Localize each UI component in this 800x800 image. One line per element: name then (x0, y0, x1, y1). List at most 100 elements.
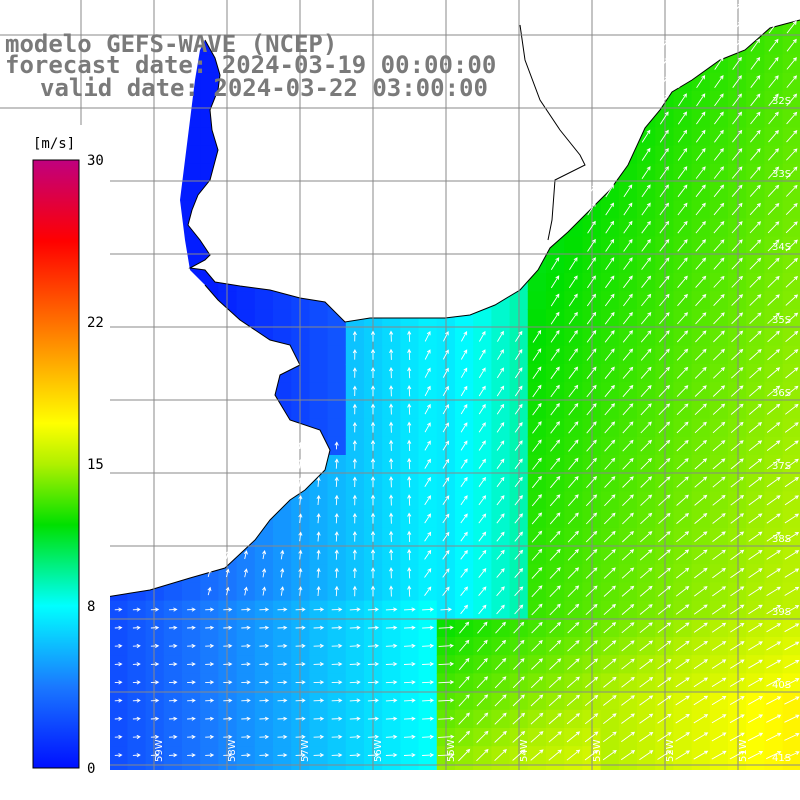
field-cell (618, 182, 638, 201)
wind-arrow (587, 257, 596, 270)
wind-arrow (407, 385, 412, 397)
wind-arrow (514, 604, 524, 615)
wind-arrow (241, 680, 251, 685)
wind-arrow (316, 458, 321, 469)
wind-arrow (711, 696, 727, 706)
field-cell (600, 273, 620, 292)
field-cell (764, 764, 784, 770)
wind-arrow (223, 698, 233, 703)
field-cell (691, 655, 711, 674)
field-cell (491, 327, 511, 347)
wind-arrow (494, 676, 507, 689)
field-cell (418, 527, 438, 547)
wind-arrow (569, 257, 578, 270)
field-cell (709, 455, 729, 474)
wind-arrow (785, 203, 798, 216)
wind-arrow (659, 275, 670, 288)
wind-arrow (768, 2, 779, 16)
wind-arrow (349, 661, 361, 667)
field-cell (473, 327, 492, 347)
field-cell (728, 582, 747, 602)
field-cell (491, 546, 511, 565)
field-cell (182, 145, 201, 165)
field-cell (673, 91, 693, 110)
wind-arrow (187, 753, 196, 758)
wind-arrow (515, 330, 523, 342)
wind-arrow (675, 622, 690, 633)
wind-arrow (205, 698, 215, 703)
field-cell (691, 618, 711, 638)
wind-arrow (713, 239, 725, 252)
wind-arrow (566, 676, 580, 688)
wind-arrow (496, 476, 505, 488)
wind-arrow (168, 625, 178, 630)
wind-arrow (531, 548, 543, 561)
field-cell (673, 455, 693, 474)
wind-arrow (714, 20, 724, 34)
wind-arrow (712, 440, 726, 452)
field-cell (728, 327, 747, 347)
field-cell (618, 764, 638, 770)
field-cell (491, 491, 511, 511)
wind-arrow (766, 714, 782, 723)
field-cell (564, 600, 583, 620)
wind-arrow (223, 643, 233, 648)
wind-arrow (766, 641, 782, 651)
wind-arrow (150, 662, 160, 667)
wind-arrow (334, 494, 339, 506)
field-cell (691, 746, 711, 765)
wind-arrow (389, 457, 394, 470)
wind-arrow (676, 512, 690, 524)
field-cell (618, 291, 638, 310)
wind-arrow (696, 111, 706, 125)
field-cell (764, 109, 784, 128)
field-cell (673, 345, 693, 365)
wind-arrow (658, 476, 671, 488)
wind-arrow (731, 294, 744, 306)
field-cell (145, 764, 165, 770)
wind-arrow (168, 680, 178, 685)
field-cell (491, 582, 511, 602)
wind-arrow (712, 494, 726, 506)
wind-arrow (114, 625, 123, 630)
wind-arrow (768, 111, 779, 125)
field-cell (691, 491, 711, 511)
wind-arrow (750, 93, 761, 107)
wind-arrow (532, 439, 542, 452)
wind-arrow (660, 38, 669, 52)
wind-arrow (531, 585, 543, 598)
field-cell (691, 455, 711, 474)
wind-arrow (766, 476, 781, 488)
wind-arrow (460, 349, 468, 360)
field-cell (637, 455, 656, 474)
wind-arrow (587, 238, 596, 252)
wind-arrow (676, 385, 689, 397)
wind-arrow (259, 734, 270, 739)
wind-arrow (767, 349, 781, 361)
wind-arrow (331, 734, 343, 739)
wind-arrow (532, 457, 542, 470)
field-cell (418, 436, 438, 456)
wind-arrow (767, 184, 780, 197)
coastline (0, 19, 800, 615)
wind-arrow (603, 567, 616, 579)
wind-arrow (604, 366, 615, 379)
wind-arrow (603, 530, 616, 543)
wind-arrow (658, 531, 671, 543)
field-cell (728, 54, 747, 74)
field-cell (291, 764, 310, 770)
wind-arrow (677, 202, 688, 216)
wind-arrow (603, 676, 617, 688)
wind-arrow (476, 658, 488, 671)
wind-arrow (749, 330, 762, 343)
wind-arrow (768, 56, 779, 70)
field-cell (327, 364, 347, 383)
wind-arrow (460, 385, 468, 397)
wind-arrow (277, 716, 288, 721)
wind-arrow (370, 439, 376, 451)
latitude-label: 38S (772, 534, 791, 545)
field-cell (728, 382, 747, 401)
wind-arrow (603, 658, 617, 670)
wind-arrow (438, 680, 455, 685)
wind-arrow (748, 568, 763, 579)
